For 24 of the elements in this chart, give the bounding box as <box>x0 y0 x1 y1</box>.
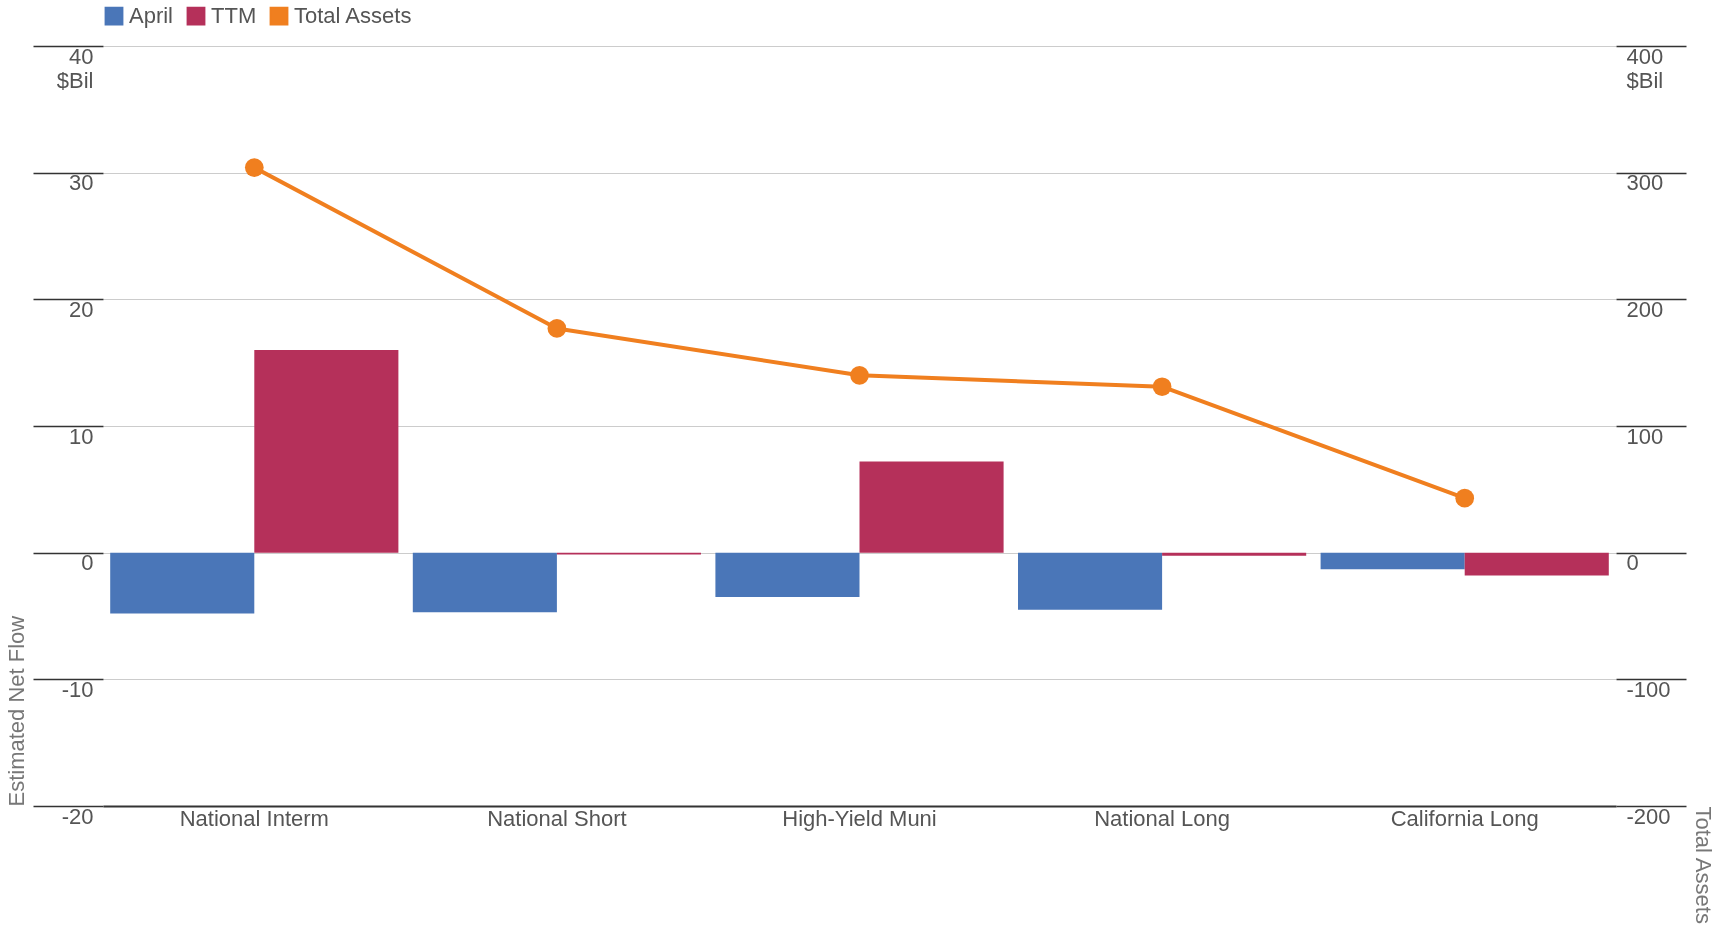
x-tick-label: National Short <box>487 805 627 831</box>
y-tick-label: -20 <box>61 803 94 829</box>
y2-tick-label: 100 <box>1626 423 1664 449</box>
y-tick-label: 20 <box>69 296 94 322</box>
y-tick-label: 40 $Bil <box>56 43 94 93</box>
legend-label: Total Assets <box>294 3 412 29</box>
y2-tick-label: 400 $Bil <box>1626 43 1664 93</box>
y-tick-label: 10 <box>69 423 94 449</box>
y2-tick-label: -200 <box>1626 803 1671 829</box>
legend-label: TTM <box>211 3 257 29</box>
x-tick-label: National Interm <box>179 805 329 831</box>
y2-tick-label: 200 <box>1626 296 1664 322</box>
y2-tick-label: -100 <box>1626 676 1671 702</box>
x-tick-label: California Long <box>1390 805 1539 831</box>
x-tick-label: High-Yield Muni <box>782 805 937 831</box>
y-tick-label: 0 <box>81 550 94 576</box>
y2-axis-title: Total Assets <box>1691 806 1717 924</box>
y2-tick-label: 300 <box>1626 170 1664 196</box>
y2-tick-label: 0 <box>1626 550 1639 576</box>
y-tick-label: -10 <box>61 676 94 702</box>
legend-label: April <box>129 3 174 29</box>
y-tick-label: 30 <box>69 170 94 196</box>
x-tick-label: National Long <box>1094 805 1230 831</box>
y-axis-title: Estimated Net Flow <box>3 615 29 807</box>
